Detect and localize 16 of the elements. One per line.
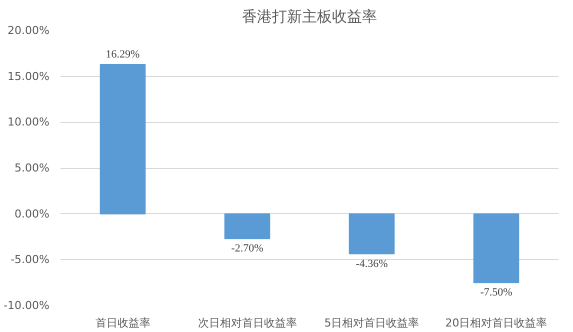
y-tick-label: -10.00% [4, 299, 50, 312]
x-tick-label: 5日相对首日收益率 [324, 316, 420, 330]
y-tick-label: 20.00% [8, 24, 50, 37]
x-tick-label: 20日相对首日收益率 [445, 316, 548, 330]
data-label: -4.36% [356, 258, 388, 270]
y-tick-label: 10.00% [8, 116, 50, 129]
x-tick-label: 次日相对首日收益率 [198, 316, 297, 330]
chart-title: 香港打新主板收益率 [242, 8, 377, 26]
y-tick-label: -5.00% [10, 253, 50, 266]
data-label: 16.29% [106, 48, 140, 61]
y-tick-label: 5.00% [14, 162, 50, 174]
data-label: -7.50% [480, 286, 512, 299]
x-tick-label: 首日收益率 [95, 316, 150, 330]
y-tick-label: 0.00% [14, 207, 50, 220]
y-tick-label: 15.00% [8, 70, 50, 83]
data-label: -2.70% [231, 242, 264, 255]
